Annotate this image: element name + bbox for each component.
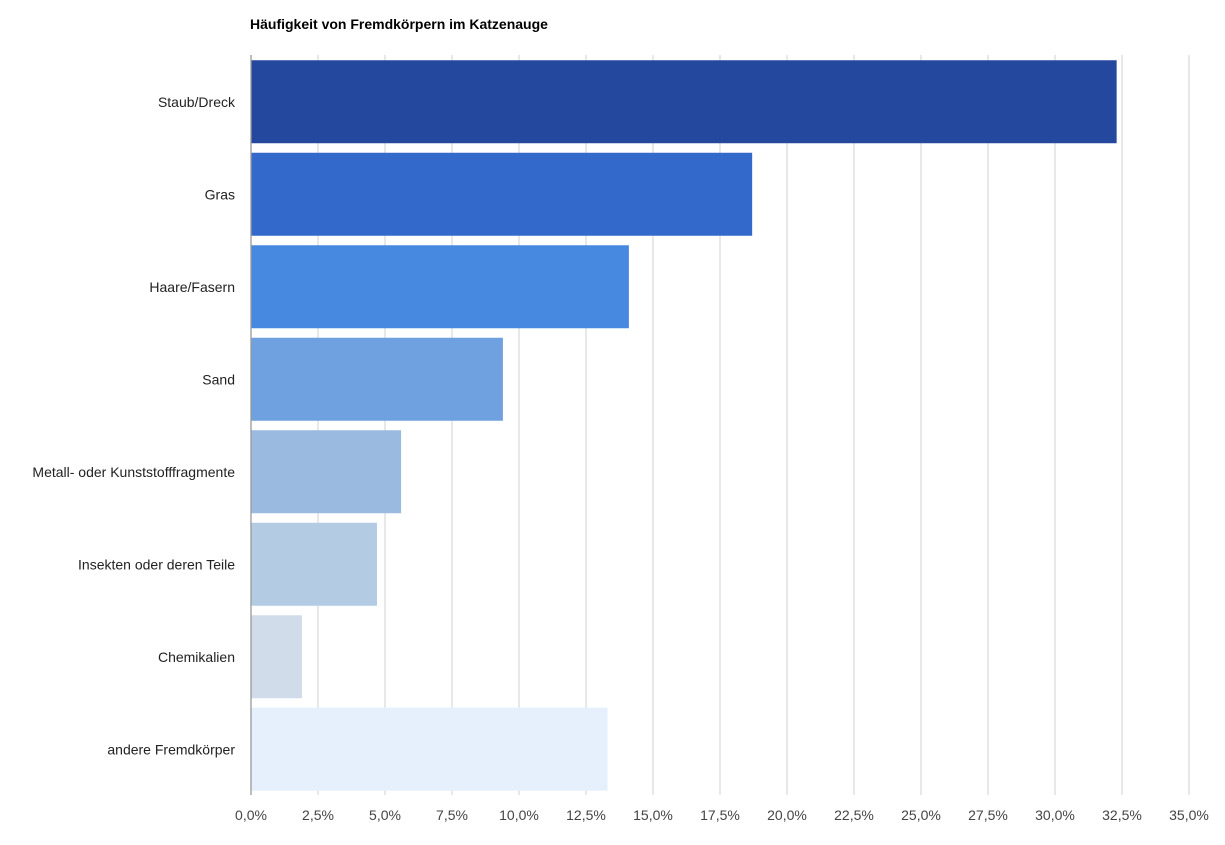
category-label: Chemikalien bbox=[158, 649, 235, 665]
bar-6 bbox=[251, 615, 302, 699]
x-tick-label: 35,0% bbox=[1169, 807, 1209, 823]
bar-5 bbox=[251, 522, 377, 606]
x-tick-label: 7,5% bbox=[436, 807, 468, 823]
x-tick-label: 15,0% bbox=[633, 807, 673, 823]
category-label: Gras bbox=[205, 186, 235, 202]
bar-2 bbox=[251, 245, 629, 329]
category-label: Staub/Dreck bbox=[158, 94, 236, 110]
x-tick-label: 2,5% bbox=[302, 807, 334, 823]
bar-0 bbox=[251, 60, 1117, 144]
category-label: Insekten oder deren Teile bbox=[78, 556, 235, 572]
category-label: andere Fremdkörper bbox=[107, 741, 235, 757]
x-tick-label: 25,0% bbox=[901, 807, 941, 823]
category-label: Metall- oder Kunststofffragmente bbox=[32, 464, 235, 480]
bar-4 bbox=[251, 430, 402, 514]
x-tick-label: 10,0% bbox=[499, 807, 539, 823]
chart-title: Häufigkeit von Fremdkörpern im Katzenaug… bbox=[250, 16, 548, 32]
x-tick-label: 22,5% bbox=[834, 807, 874, 823]
bar-7 bbox=[251, 707, 608, 791]
x-tick-label: 0,0% bbox=[235, 807, 267, 823]
x-tick-label: 17,5% bbox=[700, 807, 740, 823]
x-tick-label: 32,5% bbox=[1102, 807, 1142, 823]
x-tick-label: 20,0% bbox=[767, 807, 807, 823]
category-label: Sand bbox=[202, 371, 235, 387]
x-tick-label: 30,0% bbox=[1035, 807, 1075, 823]
bar-1 bbox=[251, 152, 753, 236]
bar-3 bbox=[251, 337, 503, 421]
x-tick-label: 27,5% bbox=[968, 807, 1008, 823]
x-tick-label: 12,5% bbox=[566, 807, 606, 823]
category-label: Haare/Fasern bbox=[149, 279, 235, 295]
x-tick-label: 5,0% bbox=[369, 807, 401, 823]
